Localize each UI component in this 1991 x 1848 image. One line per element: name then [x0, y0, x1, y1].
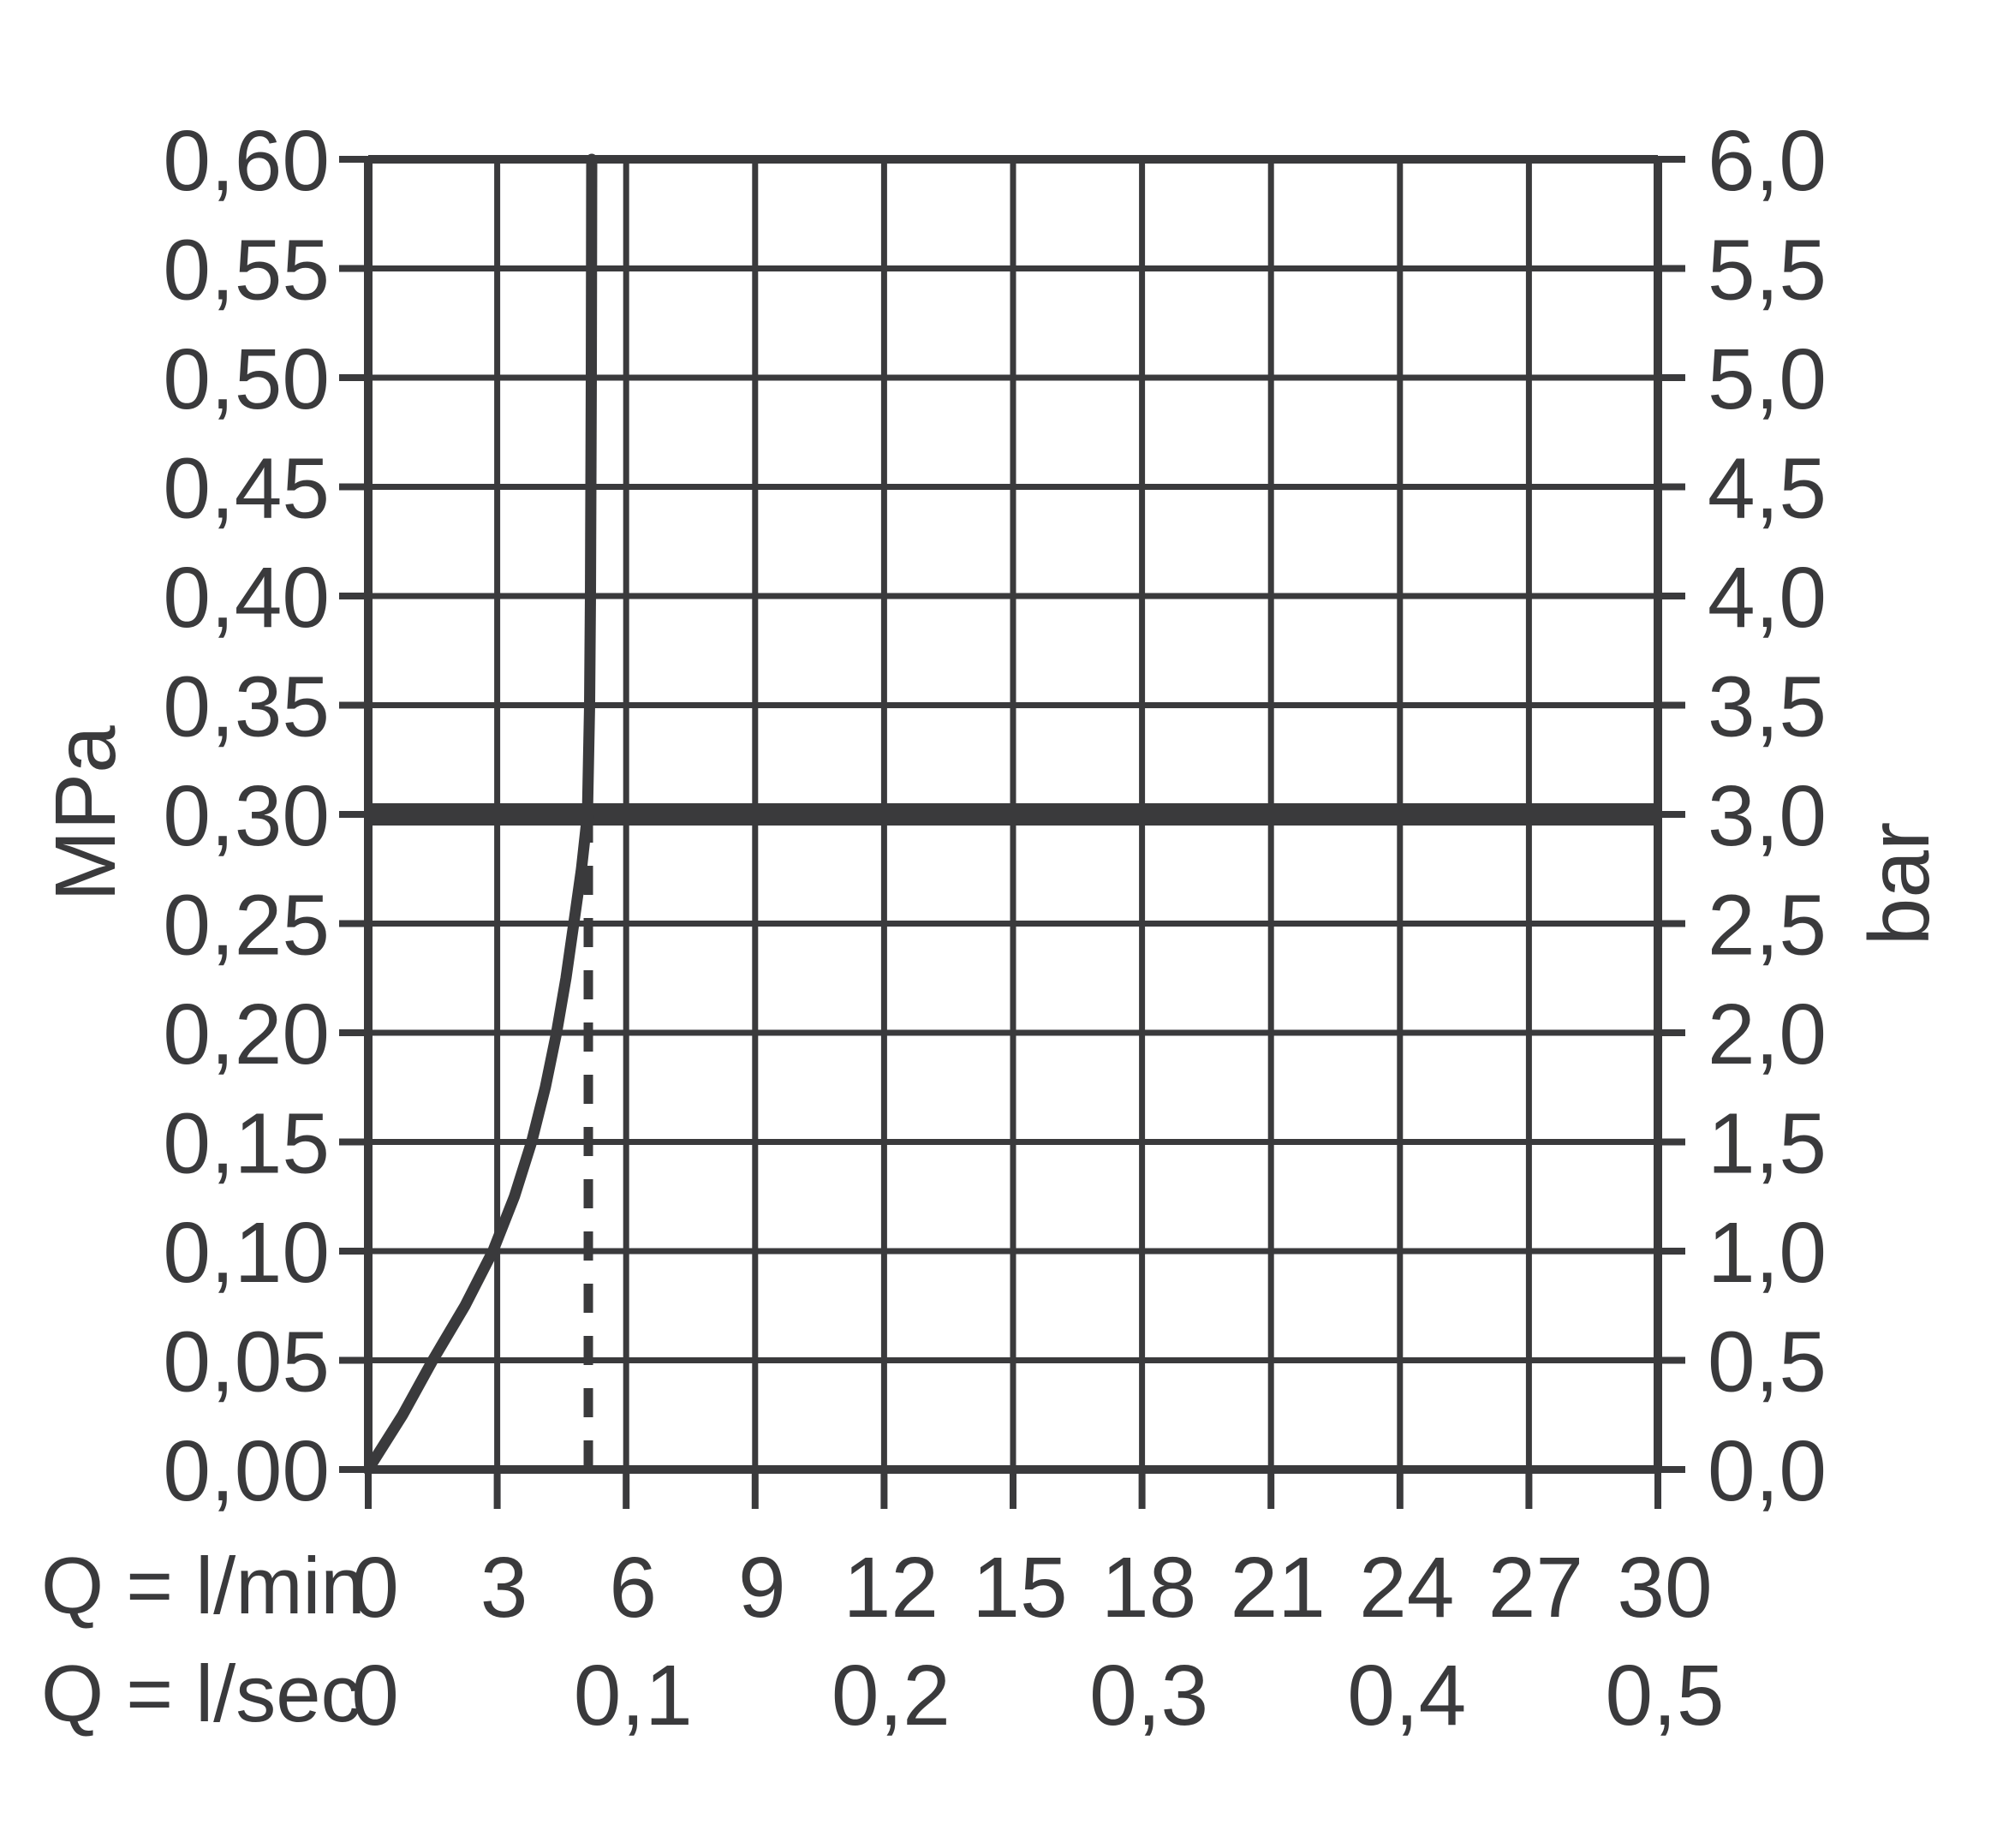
- flow-curve: [362, 153, 598, 1475]
- lmin-tick-label: 6: [609, 1540, 657, 1636]
- lmin-tick-label: 9: [738, 1540, 786, 1636]
- lmin-tick-label: 12: [843, 1540, 939, 1636]
- lsec-tick-label: 0,2: [832, 1648, 951, 1744]
- bar-tick-label: 4,5: [1708, 441, 1827, 537]
- lmin-tick-label: 27: [1488, 1540, 1583, 1636]
- mpa-tick-label: 0,05: [163, 1314, 330, 1410]
- lsec-tick-label: 0,5: [1605, 1648, 1724, 1744]
- bar-tick-label: 4,0: [1708, 550, 1827, 646]
- mpa-tick-label: 0,00: [163, 1423, 330, 1519]
- bar-tick-label: 0,5: [1708, 1314, 1827, 1410]
- lsec-tick-label: 0,3: [1089, 1648, 1208, 1744]
- left-axis-title-mpa: MPa: [38, 725, 134, 902]
- lsec-tick-label: 0,1: [574, 1648, 693, 1744]
- mpa-tick-label: 0,10: [163, 1205, 330, 1301]
- bar-tick-label: 0,0: [1708, 1423, 1827, 1519]
- mpa-tick-label: 0,15: [163, 1096, 330, 1192]
- lsec-tick-label: 0: [351, 1648, 399, 1744]
- mpa-tick-label: 0,20: [163, 987, 330, 1082]
- lmin-tick-label: 3: [480, 1540, 528, 1636]
- mpa-tick-label: 0,45: [163, 441, 330, 537]
- mpa-tick-label: 0,55: [163, 223, 330, 319]
- x-axis-title-lsec: Q = l/sec: [41, 1648, 361, 1738]
- lmin-tick-label: 21: [1231, 1540, 1326, 1636]
- bar-tick-label: 1,0: [1708, 1205, 1827, 1301]
- bar-tick-label: 5,0: [1708, 331, 1827, 427]
- bar-tick-label: 3,0: [1708, 768, 1827, 864]
- x-axis-title-lmin: Q = l/min: [41, 1541, 366, 1630]
- lmin-tick-label: 30: [1617, 1540, 1712, 1636]
- bar-tick-label: 5,5: [1708, 223, 1827, 319]
- mpa-tick-label: 0,60: [163, 113, 330, 209]
- mpa-tick-label: 0,40: [163, 550, 330, 646]
- bar-tick-label: 2,5: [1708, 878, 1827, 974]
- right-axis-title-bar: bar: [1851, 821, 1947, 946]
- mpa-tick-label: 0,25: [163, 878, 330, 974]
- bar-tick-label: 3,5: [1708, 659, 1827, 755]
- mpa-tick-label: 0,30: [163, 768, 330, 864]
- bar-tick-label: 2,0: [1708, 987, 1827, 1082]
- mpa-tick-label: 0,50: [163, 331, 330, 427]
- lmin-tick-label: 0: [351, 1540, 399, 1636]
- lmin-tick-label: 24: [1359, 1540, 1454, 1636]
- bar-tick-label: 1,5: [1708, 1096, 1827, 1192]
- bar-tick-label: 6,0: [1708, 113, 1827, 209]
- lmin-tick-label: 18: [1101, 1540, 1196, 1636]
- lsec-tick-label: 0,4: [1347, 1648, 1466, 1744]
- mpa-tick-label: 0,35: [163, 659, 330, 755]
- lmin-tick-label: 15: [972, 1540, 1067, 1636]
